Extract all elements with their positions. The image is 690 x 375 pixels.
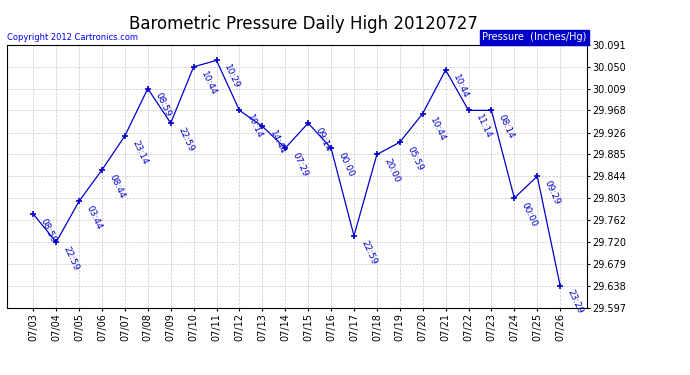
Text: 11:14: 11:14: [474, 113, 493, 140]
Text: 07:29: 07:29: [290, 151, 310, 178]
Text: 08:59: 08:59: [39, 217, 58, 244]
Text: 10:29: 10:29: [222, 63, 241, 90]
Text: 05:59: 05:59: [405, 145, 424, 172]
Text: 08:14: 08:14: [497, 113, 516, 140]
Text: 09:14: 09:14: [314, 126, 333, 153]
Text: 23:29: 23:29: [566, 288, 584, 315]
Text: 09:29: 09:29: [543, 179, 562, 206]
Text: 10:14: 10:14: [245, 113, 264, 140]
Text: 22:59: 22:59: [176, 126, 195, 153]
Text: 23:14: 23:14: [130, 139, 150, 166]
Text: 00:00: 00:00: [337, 151, 356, 178]
Text: 08:44: 08:44: [108, 172, 126, 200]
Text: 22:59: 22:59: [61, 245, 81, 272]
Text: 10:44: 10:44: [451, 73, 470, 100]
Text: 00:00: 00:00: [520, 201, 539, 228]
Text: Pressure  (Inches/Hg): Pressure (Inches/Hg): [482, 32, 586, 42]
Text: 20:00: 20:00: [382, 157, 402, 184]
Text: Barometric Pressure Daily High 20120727: Barometric Pressure Daily High 20120727: [129, 15, 478, 33]
Text: 22:59: 22:59: [359, 238, 379, 266]
Text: 14:44: 14:44: [268, 129, 287, 156]
Text: 08:59: 08:59: [153, 92, 172, 118]
Text: Copyright 2012 Cartronics.com: Copyright 2012 Cartronics.com: [7, 33, 138, 42]
Text: 10:44: 10:44: [199, 70, 218, 97]
Text: 10:44: 10:44: [428, 116, 447, 143]
Text: 03:44: 03:44: [85, 204, 104, 231]
